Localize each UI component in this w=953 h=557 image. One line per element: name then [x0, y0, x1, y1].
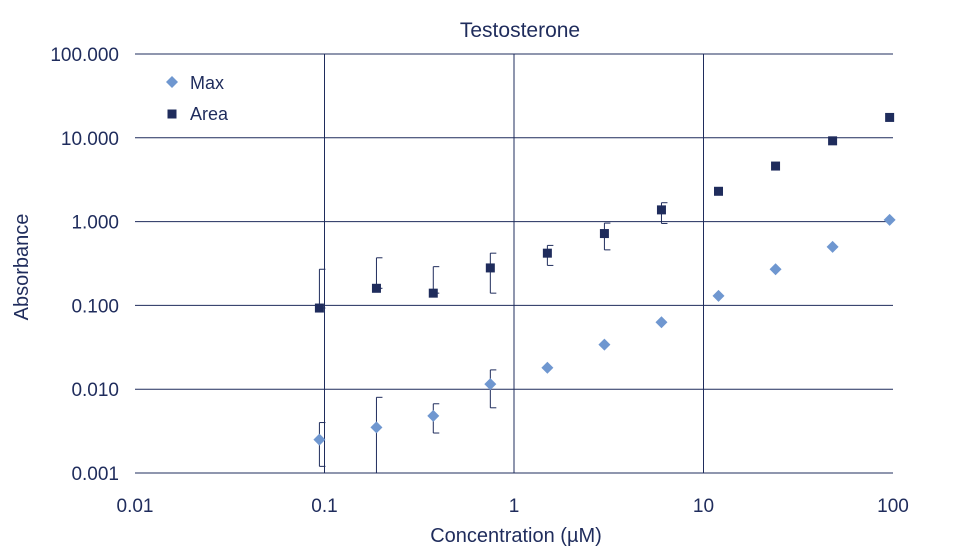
legend-label-area: Area: [190, 104, 229, 124]
y-axis-label: Absorbance: [11, 214, 33, 321]
point-max: [598, 338, 611, 351]
point-max: [427, 409, 440, 422]
point-area: [828, 136, 838, 146]
point-area: [314, 303, 324, 313]
point-area: [885, 112, 895, 122]
point-max: [655, 316, 668, 329]
legend-label-max: Max: [190, 73, 224, 93]
point-area: [771, 161, 781, 171]
point-max: [313, 433, 326, 446]
x-tick-label: 0.01: [117, 496, 154, 517]
y-tick-label: 1.000: [71, 213, 119, 234]
legend-item-max: Max: [166, 73, 224, 93]
legend-item-area: Area: [167, 104, 229, 124]
y-tick-label: 0.100: [71, 296, 119, 317]
x-axis-label: Concentration (µM): [430, 525, 602, 547]
x-tick-label: 0.1: [311, 496, 337, 517]
x-tick-label: 10: [693, 496, 714, 517]
y-tick-label: 0.001: [71, 464, 119, 485]
x-tick-label: 100: [877, 496, 909, 517]
point-max: [484, 378, 497, 391]
point-max: [826, 240, 839, 253]
point-max: [769, 263, 782, 276]
legend-marker-max: [166, 76, 178, 88]
point-max: [541, 361, 554, 374]
y-tick-label: 0.010: [71, 380, 119, 401]
y-tick-label: 100.000: [50, 45, 119, 66]
point-max: [883, 213, 896, 226]
x-tick-labels: 0.01 0.1 1 10 100: [117, 496, 909, 517]
point-area: [542, 248, 552, 258]
x-tick-label: 1: [509, 496, 520, 517]
point-area: [485, 263, 495, 273]
point-max: [712, 289, 725, 302]
chart-title: Testosterone: [460, 19, 580, 42]
point-area: [599, 229, 609, 239]
point-max: [370, 421, 383, 434]
y-tick-labels: 0.001 0.010 0.100 1.000 10.000 100.000: [50, 45, 119, 485]
point-area: [714, 186, 724, 196]
point-area: [428, 288, 438, 298]
point-area: [371, 283, 381, 293]
point-area: [656, 205, 666, 215]
legend: Max Area: [166, 73, 229, 124]
y-tick-label: 10.000: [61, 129, 119, 150]
error-bars: [318, 202, 668, 474]
data-points: [313, 112, 896, 446]
grid-lines: [135, 53, 893, 474]
legend-marker-area: [167, 109, 177, 119]
